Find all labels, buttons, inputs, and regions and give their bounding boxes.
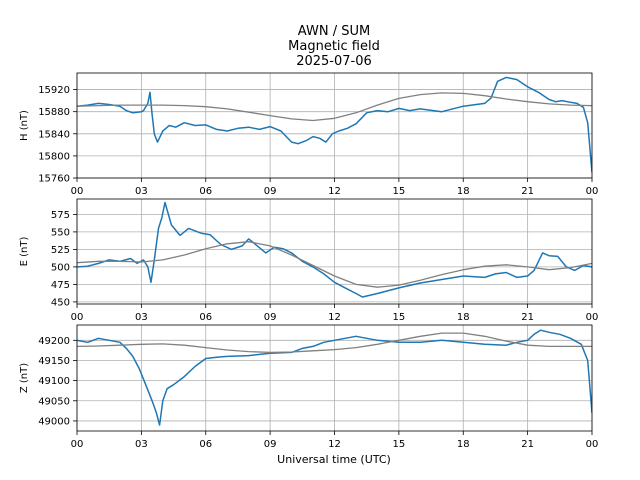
x-tick-label: 03 xyxy=(135,312,148,323)
y-tick-label: 450 xyxy=(51,297,70,308)
y-axis-label: H (nT) xyxy=(19,110,30,141)
baseline-series-line xyxy=(77,332,592,354)
x-tick-label: 18 xyxy=(457,439,470,450)
x-tick-label: 00 xyxy=(71,186,84,197)
x-tick-label: 03 xyxy=(135,186,148,197)
x-tick-label: 00 xyxy=(71,439,84,450)
y-tick-label: 15880 xyxy=(38,107,70,118)
x-tick-label: 21 xyxy=(521,312,534,323)
x-tick-label: 12 xyxy=(328,186,341,197)
x-tick-label: 18 xyxy=(457,186,470,197)
y-axis-label: Z (nT) xyxy=(19,363,30,393)
y-tick-label: 475 xyxy=(51,280,70,291)
x-tick-label: 21 xyxy=(521,439,534,450)
y-tick-label: 49000 xyxy=(38,416,70,427)
chart-title-line-2: Magnetic field xyxy=(288,39,380,54)
y-tick-label: 15760 xyxy=(38,174,70,185)
x-tick-label: 09 xyxy=(264,312,277,323)
data-series-line xyxy=(77,201,592,298)
x-tick-label: 21 xyxy=(521,186,534,197)
x-tick-label: 09 xyxy=(264,186,277,197)
y-tick-label: 49200 xyxy=(38,336,70,347)
x-tick-label: 09 xyxy=(264,439,277,450)
plot-frame xyxy=(76,72,593,179)
x-tick-label: 06 xyxy=(199,186,212,197)
y-tick-label: 500 xyxy=(51,262,70,273)
y-tick-label: 15920 xyxy=(38,85,70,96)
x-tick-label: 00 xyxy=(586,186,599,197)
y-tick-label: 49050 xyxy=(38,396,70,407)
x-tick-label: 00 xyxy=(586,312,599,323)
data-series-line xyxy=(77,76,592,173)
x-tick-label: 06 xyxy=(199,439,212,450)
x-tick-label: 12 xyxy=(328,439,341,450)
y-tick-label: 15800 xyxy=(38,151,70,162)
y-tick-label: 15840 xyxy=(38,129,70,140)
x-tick-label: 12 xyxy=(328,312,341,323)
x-tick-label: 03 xyxy=(135,439,148,450)
chart-title-line-3: 2025-07-06 xyxy=(296,54,372,69)
x-tick-label: 00 xyxy=(71,312,84,323)
y-tick-label: 550 xyxy=(51,227,70,238)
x-tick-label: 18 xyxy=(457,312,470,323)
x-tick-label: 06 xyxy=(199,312,212,323)
x-tick-label: 00 xyxy=(586,439,599,450)
plot-frame xyxy=(76,324,593,432)
plot-frame xyxy=(76,198,593,305)
y-tick-label: 49150 xyxy=(38,356,70,367)
baseline-series-line xyxy=(77,92,592,122)
x-axis-label: Universal time (UTC) xyxy=(277,453,391,466)
y-tick-label: 525 xyxy=(51,245,70,256)
x-tick-label: 15 xyxy=(393,312,406,323)
x-tick-label: 15 xyxy=(393,186,406,197)
chart-title-line-1: AWN / SUM xyxy=(297,24,371,39)
y-tick-label: 575 xyxy=(51,210,70,221)
x-tick-label: 15 xyxy=(393,439,406,450)
baseline-series-line xyxy=(77,241,592,288)
y-tick-label: 49100 xyxy=(38,376,70,387)
y-axis-label: E (nT) xyxy=(19,237,30,267)
